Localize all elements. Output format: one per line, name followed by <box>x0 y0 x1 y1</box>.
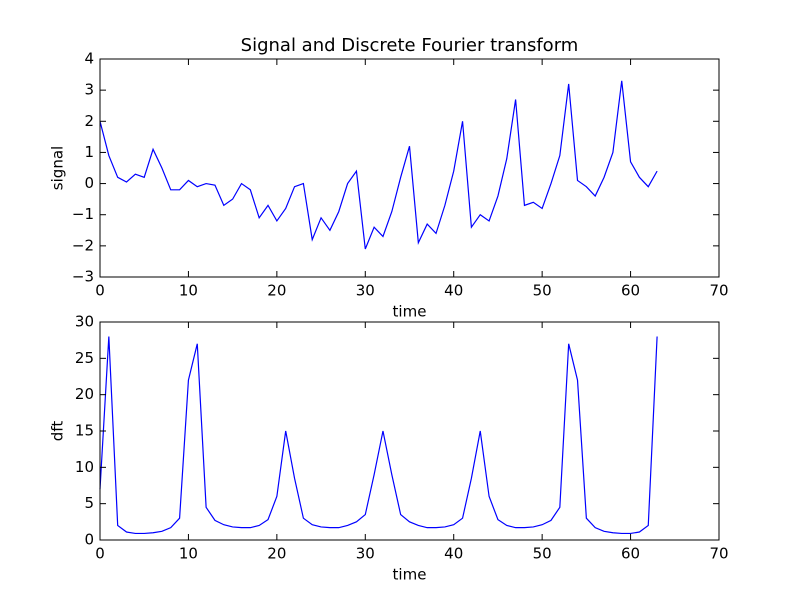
axes-frame <box>99 321 720 541</box>
y-tick-label: −3 <box>72 268 94 286</box>
plot-area <box>100 322 719 540</box>
y-tick-label: 30 <box>75 313 94 331</box>
y-tick-label: 4 <box>84 50 94 68</box>
y-tick-label: 10 <box>75 458 94 476</box>
y-tick-label: 15 <box>75 422 94 440</box>
signal-line <box>99 80 658 250</box>
y-tick-label: −1 <box>72 205 94 223</box>
y-tick-label: 0 <box>84 531 94 549</box>
y-tick-label: 0 <box>84 174 94 192</box>
x-tick-label: 20 <box>267 545 286 563</box>
signal-line <box>99 336 658 535</box>
x-tick-label: 30 <box>356 282 375 300</box>
x-tick-label: 0 <box>95 282 105 300</box>
x-tick-label: 70 <box>709 545 728 563</box>
x-axis-label: time <box>393 566 427 584</box>
x-tick-label: 60 <box>621 545 640 563</box>
x-tick-label: 10 <box>179 282 198 300</box>
x-tick-label: 20 <box>267 282 286 300</box>
x-tick-label: 30 <box>356 545 375 563</box>
y-tick-label: 2 <box>84 112 94 130</box>
x-tick-label: 40 <box>444 282 463 300</box>
y-tick-label: 25 <box>75 349 94 367</box>
y-axis-label: signal <box>49 146 67 190</box>
x-tick-label: 70 <box>709 282 728 300</box>
x-tick-label: 0 <box>95 545 105 563</box>
plot-area <box>100 59 719 277</box>
y-tick-label: −2 <box>72 236 94 254</box>
y-axis-label: dft <box>49 421 67 442</box>
x-tick-label: 40 <box>444 545 463 563</box>
chart-title: Signal and Discrete Fourier transform <box>241 35 579 56</box>
x-tick-label: 60 <box>621 282 640 300</box>
y-tick-label: 20 <box>75 385 94 403</box>
axes-frame <box>99 58 720 278</box>
y-tick-label: 5 <box>84 494 94 512</box>
x-axis-label: time <box>393 303 427 321</box>
x-tick-label: 50 <box>533 282 552 300</box>
x-tick-label: 10 <box>179 545 198 563</box>
y-tick-label: 3 <box>84 81 94 99</box>
y-tick-label: 1 <box>84 143 94 161</box>
x-tick-label: 50 <box>533 545 552 563</box>
